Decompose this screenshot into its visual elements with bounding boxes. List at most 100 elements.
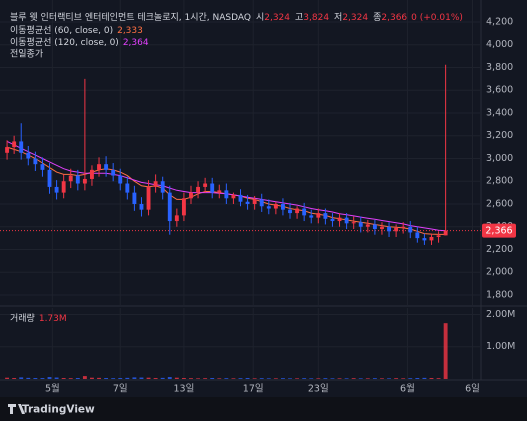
volume-bar (358, 378, 363, 379)
candle-body (436, 235, 441, 237)
volume-bar (97, 377, 101, 379)
candle-body (380, 226, 384, 230)
candle-body (203, 183, 208, 187)
candle-body (146, 186, 151, 210)
ohlc-value: 2,324 (264, 13, 290, 23)
volume-bar (231, 378, 236, 379)
volume-label: 거래량 (10, 312, 35, 324)
y-tick-label: 2,800 (486, 176, 513, 187)
volume-bar (33, 378, 38, 379)
volume-bar (111, 378, 116, 379)
brand-logo (8, 404, 25, 414)
volume-bar (174, 377, 179, 379)
volume-bar (189, 378, 193, 379)
y-tick-label: 3,800 (486, 62, 513, 73)
candle-body (358, 222, 363, 227)
volume-bar (132, 377, 137, 379)
footer (0, 397, 527, 421)
volume-bar (19, 377, 24, 379)
symbol-title: 블루 웻 인터랙티브 엔터테인먼트 테크놀로지, 1시간, NASDAQ (10, 12, 251, 23)
volume-bar (82, 376, 87, 379)
volume-legend: 거래량 1.73M (10, 312, 67, 324)
legend-value: 2,333 (117, 26, 143, 36)
candle-body (82, 178, 87, 184)
candle-body (429, 236, 434, 241)
candle-body (189, 192, 193, 199)
y-tick-label: 4,000 (486, 39, 513, 50)
volume-bar (104, 378, 109, 379)
ohlc-key: 종 (373, 12, 381, 23)
volume-bar (415, 378, 420, 379)
volume-bar (47, 377, 52, 379)
candle-body (224, 190, 229, 199)
y-tick-label: 2,000 (486, 267, 513, 278)
x-tick-label: 6월 (400, 383, 415, 395)
x-tick-label: 7일 (113, 384, 128, 395)
ohlc-key: 시 (256, 12, 264, 23)
x-tick-label: 23일 (308, 384, 329, 395)
y-tick-label: 2,600 (486, 198, 513, 209)
volume-bar (380, 378, 384, 379)
candle-body (125, 183, 130, 193)
volume-value: 1.73M (39, 314, 67, 324)
price-tag: 2,366 (485, 226, 512, 237)
volume-bar (75, 378, 80, 379)
volume-bar (40, 378, 45, 379)
candle-body (295, 208, 300, 214)
volume-bar (295, 378, 300, 379)
candle-body (12, 141, 17, 148)
candle-body (160, 181, 165, 193)
y-tick-label: 4,200 (486, 16, 513, 27)
brand[interactable]: TradingView (8, 404, 95, 416)
volume-bar (217, 378, 222, 379)
candle-body (351, 222, 356, 224)
volume-bar (266, 378, 271, 379)
candle-body (26, 152, 31, 159)
candle-body (54, 186, 59, 193)
volume-bar (302, 378, 307, 379)
candle-body (365, 224, 370, 227)
candle-body (153, 181, 158, 187)
volume-bar (139, 377, 144, 379)
legend-entry: 이동평균선 (60, close, 0) 2,333 (10, 25, 143, 36)
volume-bar (68, 378, 73, 379)
candle-body (68, 175, 73, 182)
candle-body (280, 203, 285, 210)
volume-bar (309, 378, 314, 379)
candle-body (408, 226, 413, 233)
candle-body (174, 215, 179, 222)
candle-body (181, 198, 186, 216)
volume-bar (252, 378, 257, 379)
volume-bar (245, 378, 250, 379)
volume-bar (280, 378, 285, 379)
x-tick-label: 5월 (45, 383, 60, 395)
y-tick-label: 1,800 (486, 289, 513, 300)
candle-body (75, 175, 80, 184)
candle-body (40, 164, 45, 170)
ohlc-value: 2,324 (342, 13, 368, 23)
candle-body (61, 181, 66, 193)
volume-bar (54, 377, 59, 379)
candle-body (443, 230, 448, 236)
volume-bar (401, 378, 406, 379)
volume-bar (196, 378, 201, 379)
ohlc-value: 3,824 (303, 13, 329, 23)
brand-name[interactable]: TradingView (22, 404, 95, 416)
candle-body (231, 194, 236, 199)
volume-bar (337, 378, 342, 379)
volume-bar (12, 378, 17, 379)
previous-close-label: 전일종가 (10, 49, 43, 60)
candle-body (259, 199, 264, 207)
volume-bar (273, 378, 278, 379)
volume-bar (443, 323, 448, 379)
candle-body (132, 192, 137, 204)
ohlc-value: 2,366 (381, 13, 407, 23)
candle-body (415, 232, 420, 239)
candle-body (266, 206, 271, 209)
volume-bar (330, 378, 335, 379)
volume-bar (238, 378, 243, 379)
candle-body (323, 213, 328, 219)
volume-tick-label: 2.00M (486, 309, 515, 320)
